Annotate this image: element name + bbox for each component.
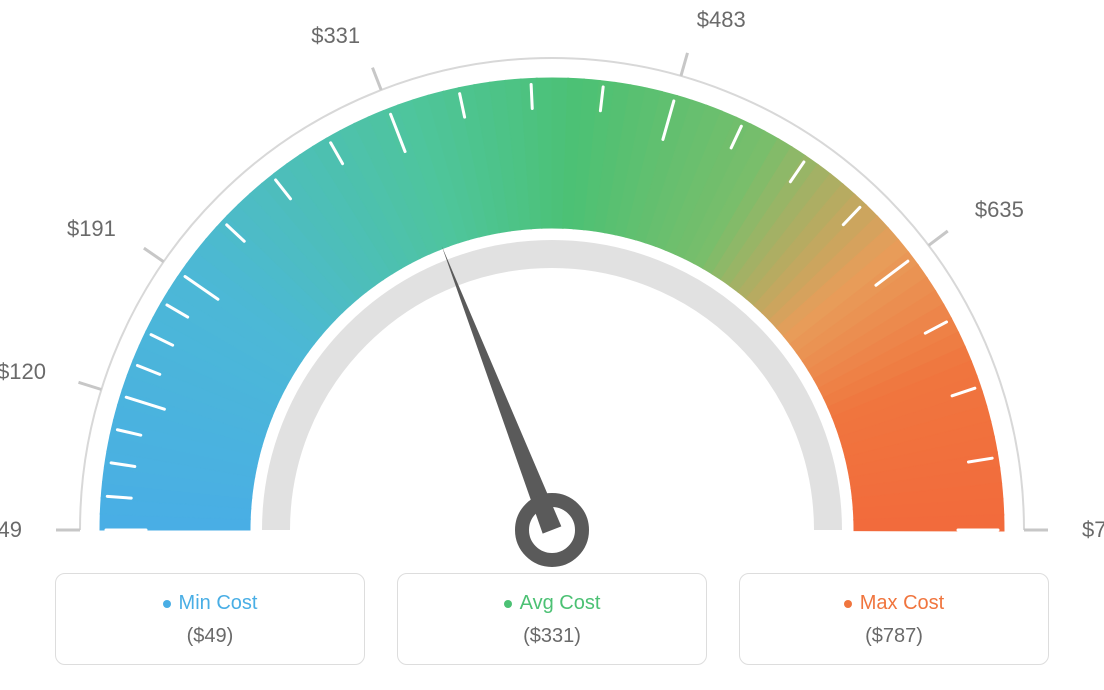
max-cost-value: ($787) — [750, 625, 1038, 648]
avg-cost-label: Avg Cost — [520, 592, 601, 615]
dot-icon — [844, 600, 852, 608]
avg-cost-value: ($331) — [408, 625, 696, 648]
avg-cost-title: Avg Cost — [504, 592, 601, 615]
summary-cards: Min Cost ($49) Avg Cost ($331) Max Cost … — [0, 573, 1104, 665]
dot-icon — [504, 600, 512, 608]
gauge-svg — [0, 50, 1104, 590]
gauge-tick-label: $787 — [1082, 517, 1104, 543]
gauge-tick-label: $191 — [67, 216, 116, 242]
gauge-tick-label: $120 — [0, 359, 46, 385]
gauge-tick-label: $331 — [311, 23, 360, 49]
gauge-tick-label: $49 — [0, 517, 22, 543]
max-cost-title: Max Cost — [844, 592, 944, 615]
gauge-area: $49 $120 $191 $331 $483 $635 $787 — [0, 0, 1104, 555]
min-cost-value: ($49) — [66, 625, 354, 648]
gauge-tick-label: $483 — [697, 7, 746, 33]
dot-icon — [163, 600, 171, 608]
gauge-tick-label: $635 — [975, 197, 1024, 223]
min-cost-card: Min Cost ($49) — [55, 573, 365, 665]
avg-cost-card: Avg Cost ($331) — [397, 573, 707, 665]
min-cost-label: Min Cost — [179, 592, 258, 615]
chart-container: $49 $120 $191 $331 $483 $635 $787 Min Cost ($4… — [0, 0, 1104, 690]
max-cost-card: Max Cost ($787) — [739, 573, 1049, 665]
max-cost-label: Max Cost — [860, 592, 944, 615]
min-cost-title: Min Cost — [163, 592, 258, 615]
